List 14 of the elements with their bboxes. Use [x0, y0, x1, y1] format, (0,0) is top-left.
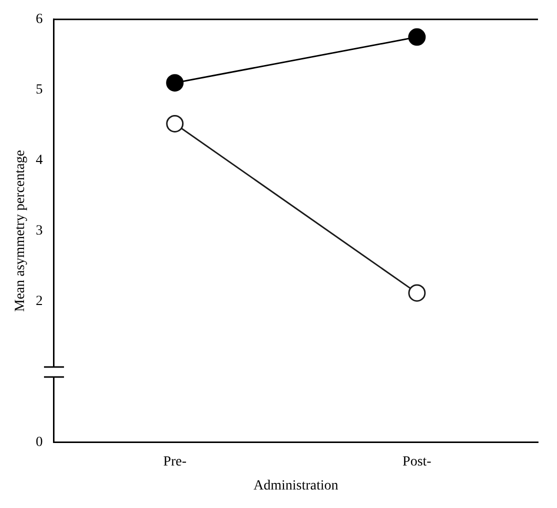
y-tick-label: 6: [36, 12, 43, 28]
y-tick-label: 3: [36, 224, 43, 239]
point: [166, 74, 184, 92]
y-tick-label: 5: [36, 82, 43, 98]
x-axis-title: Administration: [254, 478, 338, 494]
point: [166, 114, 184, 132]
y-tick-label: 2: [36, 294, 43, 310]
x-tick-label: Pre-: [163, 454, 187, 470]
point: [408, 284, 426, 302]
x-tick-label: Post-: [402, 454, 432, 470]
y-axis-title: Mean asymmetry percentage: [13, 150, 28, 312]
y-tick-label: 4: [36, 153, 43, 168]
y-tick-label: 0: [36, 435, 43, 450]
point: [408, 28, 426, 46]
